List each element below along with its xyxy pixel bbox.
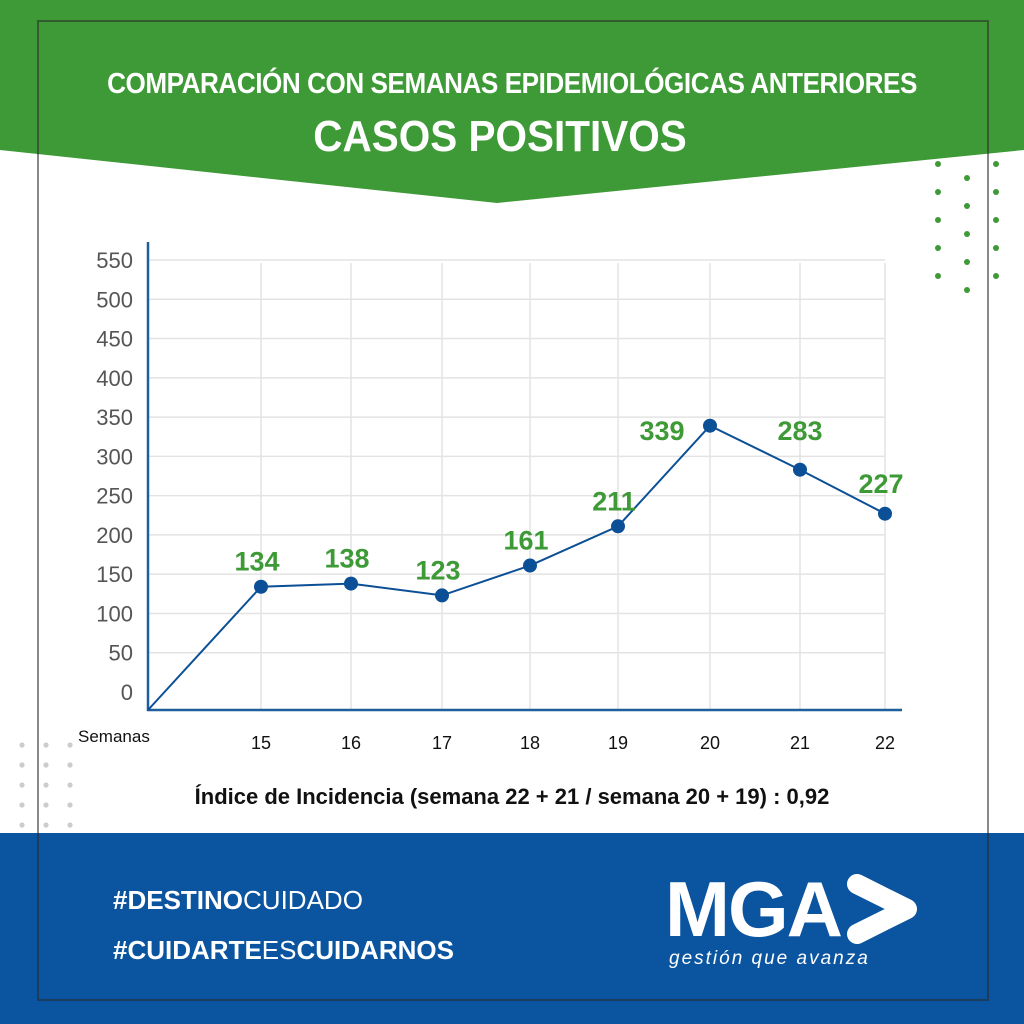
y-tick-label: 350 <box>96 405 133 430</box>
data-point <box>254 579 268 594</box>
dot <box>43 782 49 788</box>
data-point <box>703 418 717 433</box>
data-label: 123 <box>415 555 460 585</box>
dot <box>935 133 941 139</box>
line-chart: 0 50 100 150 200 250 300 350 400 450 500 550 Semanas… <box>78 242 904 753</box>
tag-bold: #DESTINO <box>113 885 244 915</box>
y-tick-label: 500 <box>96 287 133 312</box>
hashtag-destino-cuidado: #DESTINOCUIDADO <box>113 885 363 916</box>
x-tick-label: 18 <box>520 733 540 753</box>
data-point <box>878 506 892 521</box>
dot <box>964 147 970 153</box>
dot <box>964 175 970 181</box>
logo-text: MGA <box>665 865 843 953</box>
header-subtitle: COMPARACIÓN CON SEMANAS EPIDEMIOLÓGICAS … <box>107 68 917 100</box>
dot <box>935 273 941 279</box>
x-tick-label: 15 <box>251 733 271 753</box>
dot <box>43 802 49 808</box>
x-tick-label: 22 <box>875 733 895 753</box>
y-tick-label: 550 <box>96 248 133 273</box>
x-tick-label: 19 <box>608 733 628 753</box>
incidence-index: Índice de Incidencia (semana 22 + 21 / s… <box>194 784 830 809</box>
x-tick-label: 16 <box>341 733 361 753</box>
dot <box>964 287 970 293</box>
dot <box>67 782 73 788</box>
dot <box>935 189 941 195</box>
x-tick-label: 17 <box>432 733 452 753</box>
dot <box>935 105 941 111</box>
data-label: 161 <box>503 526 548 556</box>
dot <box>67 742 73 748</box>
x-axis-label: Semanas <box>78 727 150 746</box>
y-tick-label: 150 <box>96 562 133 587</box>
data-point <box>611 519 625 534</box>
y-tick-label: 250 <box>96 484 133 509</box>
data-point <box>344 576 358 591</box>
mga-logo: MGA gestión que avanza <box>665 870 925 970</box>
dot <box>67 762 73 768</box>
x-tick-label: 21 <box>790 733 810 753</box>
dot <box>993 77 999 83</box>
y-tick-label: 300 <box>96 444 133 469</box>
y-tick-label: 200 <box>96 523 133 548</box>
data-point <box>793 462 807 477</box>
y-tick-label: 50 <box>109 641 133 666</box>
dot <box>19 802 25 808</box>
y-tick-label: 0 <box>121 680 133 705</box>
dot <box>964 91 970 97</box>
dot <box>935 77 941 83</box>
dot <box>19 782 25 788</box>
hashtag-cuidarte: #CUIDARTEESCUIDARNOS <box>113 935 454 966</box>
tag-bold: #CUIDARTE <box>113 935 262 965</box>
tag-bold: CUIDARNOS <box>296 935 454 965</box>
dot <box>993 133 999 139</box>
dot <box>935 217 941 223</box>
x-tick-label: 20 <box>700 733 720 753</box>
header-banner <box>0 0 1024 203</box>
dot <box>993 161 999 167</box>
dot <box>964 203 970 209</box>
dot <box>19 762 25 768</box>
data-label: 138 <box>324 544 369 574</box>
tag-light: CUIDADO <box>243 885 363 915</box>
dot <box>67 802 73 808</box>
dot <box>993 245 999 251</box>
dot <box>964 259 970 265</box>
dot <box>43 762 49 768</box>
dot <box>19 742 25 748</box>
data-label: 339 <box>639 416 684 446</box>
data-label: 211 <box>592 486 636 516</box>
dot <box>19 822 25 828</box>
y-tick-label: 450 <box>96 327 133 352</box>
dot <box>935 161 941 167</box>
dot <box>964 119 970 125</box>
dot <box>964 231 970 237</box>
dot <box>993 217 999 223</box>
dot <box>993 189 999 195</box>
data-label: 134 <box>234 547 279 577</box>
y-tick-label: 400 <box>96 366 133 391</box>
tag-light: ES <box>261 935 297 965</box>
dot <box>43 822 49 828</box>
dot <box>993 273 999 279</box>
y-tick-label: 100 <box>96 601 133 626</box>
dot <box>935 245 941 251</box>
dot <box>993 105 999 111</box>
page-title: CASOS POSITIVOS <box>313 112 687 161</box>
data-point <box>435 588 449 603</box>
data-point <box>523 558 537 573</box>
logo-slogan: gestión que avanza <box>669 948 870 969</box>
dot <box>43 742 49 748</box>
dot <box>67 822 73 828</box>
data-label: 283 <box>777 416 822 446</box>
data-label: 227 <box>858 469 903 499</box>
arrow-logo-icon <box>846 874 917 944</box>
